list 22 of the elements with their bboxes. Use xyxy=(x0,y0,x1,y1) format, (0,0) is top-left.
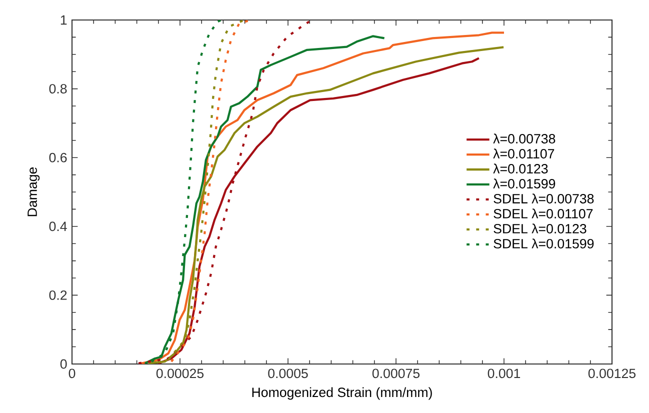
y-tick-label: 0.4 xyxy=(49,222,67,232)
legend-label: λ=0.0123 xyxy=(493,164,548,174)
legend-label: λ=0.00738 xyxy=(493,134,556,144)
y-axis-title: Damage xyxy=(28,167,40,216)
legend-label: SDEL λ=0.0123 xyxy=(494,224,586,234)
y-tick-label: 0 xyxy=(60,359,67,369)
legend-label: λ=0.01599 xyxy=(493,178,556,188)
y-tick-label: 0.8 xyxy=(49,84,67,94)
y-tick-label: 0.6 xyxy=(49,152,67,162)
x-tick-label: 0.00125 xyxy=(588,368,636,378)
legend-label: SDEL λ=0.01107 xyxy=(494,208,593,218)
x-tick-label: 0.00025 xyxy=(156,368,204,378)
x-tick-label: 0.0005 xyxy=(268,368,308,378)
legend-label: λ=0.01107 xyxy=(493,148,554,158)
y-tick-label: 0.2 xyxy=(49,290,67,300)
legend-label: SDEL λ=0.01599 xyxy=(494,238,594,248)
x-tick-label: 0.00075 xyxy=(372,368,420,378)
y-tick-label: 1 xyxy=(60,15,67,25)
legend-label: SDEL λ=0.00738 xyxy=(494,194,594,204)
x-tick-label: 0 xyxy=(68,368,76,378)
x-axis-title: Homogenized Strain (mm/mm) xyxy=(252,387,432,400)
x-tick-label: 0.001 xyxy=(488,368,520,378)
